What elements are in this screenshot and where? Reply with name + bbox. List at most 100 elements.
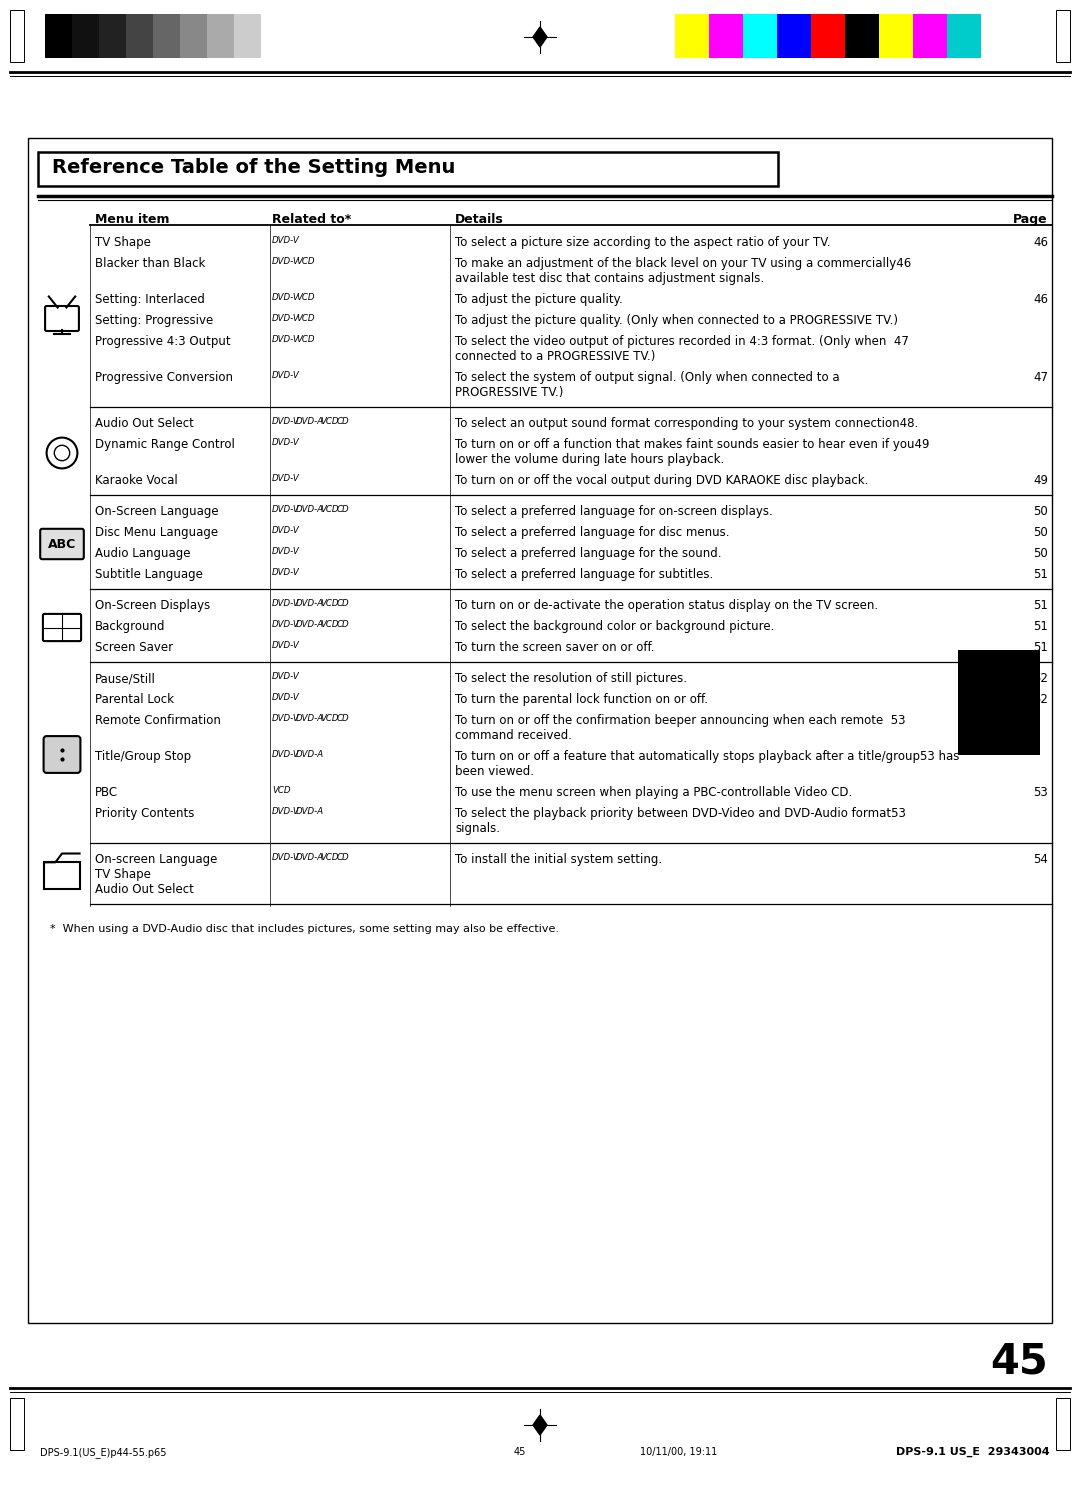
Text: To select a preferred language for disc menus.: To select a preferred language for disc … xyxy=(455,526,729,539)
Text: 10/11/00, 19:11: 10/11/00, 19:11 xyxy=(640,1446,717,1457)
Text: Audio Language: Audio Language xyxy=(95,546,190,560)
Text: Audio Out Select: Audio Out Select xyxy=(95,417,194,431)
Text: DVD-A: DVD-A xyxy=(296,806,324,815)
Text: 49: 49 xyxy=(1032,474,1048,487)
Bar xyxy=(811,13,845,58)
Text: Setting: Interlaced: Setting: Interlaced xyxy=(95,293,205,306)
Bar xyxy=(675,13,708,58)
Text: Progressive Conversion: Progressive Conversion xyxy=(95,371,233,385)
Text: 52: 52 xyxy=(1034,673,1048,685)
Text: 51: 51 xyxy=(1034,567,1048,581)
Text: Page: Page xyxy=(1013,212,1048,226)
Text: DVD-V: DVD-V xyxy=(272,257,300,266)
Text: Disc Menu Language: Disc Menu Language xyxy=(95,526,218,539)
FancyBboxPatch shape xyxy=(40,529,84,560)
Text: CD: CD xyxy=(336,417,349,426)
Text: Details: Details xyxy=(455,212,503,226)
Text: DVD-V: DVD-V xyxy=(272,526,300,535)
Text: DVD-V: DVD-V xyxy=(272,336,300,345)
Bar xyxy=(44,863,80,888)
Bar xyxy=(777,13,811,58)
Text: *  When using a DVD-Audio disc that includes pictures, some setting may also be : * When using a DVD-Audio disc that inclu… xyxy=(50,924,559,934)
Text: DVD-A: DVD-A xyxy=(296,621,324,630)
Polygon shape xyxy=(534,1415,546,1435)
Text: 47: 47 xyxy=(1032,371,1048,385)
Bar xyxy=(1056,10,1070,62)
Text: To select the background color or background picture.: To select the background color or backgr… xyxy=(455,621,774,633)
Text: To use the menu screen when playing a PBC-controllable Video CD.: To use the menu screen when playing a PB… xyxy=(455,786,852,799)
Text: Background: Background xyxy=(95,621,165,633)
Text: 51: 51 xyxy=(1034,621,1048,633)
Text: 52: 52 xyxy=(1034,693,1048,705)
Text: Pause/Still: Pause/Still xyxy=(95,673,156,685)
Text: To turn the parental lock function on or off.: To turn the parental lock function on or… xyxy=(455,693,708,705)
Text: To turn on or off the confirmation beeper announcing when each remote  53
comman: To turn on or off the confirmation beepe… xyxy=(455,714,905,742)
Text: 46: 46 xyxy=(1032,293,1048,306)
Text: VCD: VCD xyxy=(320,417,338,426)
Text: DVD-A: DVD-A xyxy=(296,750,324,759)
Text: 46: 46 xyxy=(1032,236,1048,249)
Bar xyxy=(10,1397,24,1449)
Text: CD: CD xyxy=(336,852,349,861)
Text: DVD-V: DVD-V xyxy=(272,417,300,426)
Bar xyxy=(1056,1397,1070,1449)
Text: DVD-V: DVD-V xyxy=(272,714,300,723)
Text: DVD-V: DVD-V xyxy=(272,371,300,380)
Bar xyxy=(180,13,207,58)
Text: 51: 51 xyxy=(1034,598,1048,612)
Bar xyxy=(234,13,261,58)
Text: Priority Contents: Priority Contents xyxy=(95,806,194,820)
Bar xyxy=(10,10,24,62)
Text: DVD-V: DVD-V xyxy=(272,852,300,861)
Bar xyxy=(99,13,126,58)
Text: To select the playback priority between DVD-Video and DVD-Audio format53
signals: To select the playback priority between … xyxy=(455,806,906,835)
Text: To adjust the picture quality.: To adjust the picture quality. xyxy=(455,293,623,306)
Text: CD: CD xyxy=(336,714,349,723)
Polygon shape xyxy=(534,27,546,48)
Text: To select an output sound format corresponding to your system connection48.: To select an output sound format corresp… xyxy=(455,417,918,431)
Text: To select a picture size according to the aspect ratio of your TV.: To select a picture size according to th… xyxy=(455,236,831,249)
Text: TV Shape: TV Shape xyxy=(95,236,151,249)
Text: To turn on or off a feature that automatically stops playback after a title/grou: To turn on or off a feature that automat… xyxy=(455,750,959,778)
Bar xyxy=(38,151,778,186)
Text: VCD: VCD xyxy=(320,505,338,514)
Text: Menu item: Menu item xyxy=(95,212,170,226)
Bar xyxy=(207,13,234,58)
Text: To install the initial system setting.: To install the initial system setting. xyxy=(455,852,662,866)
Text: Title/Group Stop: Title/Group Stop xyxy=(95,750,191,763)
Text: On-Screen Displays: On-Screen Displays xyxy=(95,598,211,612)
Bar xyxy=(45,13,72,58)
Bar xyxy=(958,650,1040,754)
Text: To make an adjustment of the black level on your TV using a commercially46
avail: To make an adjustment of the black level… xyxy=(455,257,912,285)
Text: DVD-V: DVD-V xyxy=(272,313,300,324)
Bar xyxy=(947,13,981,58)
Text: VCD: VCD xyxy=(296,293,314,301)
Text: On-screen Language
TV Shape
Audio Out Select: On-screen Language TV Shape Audio Out Se… xyxy=(95,852,217,895)
Text: DPS-9.1 US_E  29343004: DPS-9.1 US_E 29343004 xyxy=(896,1446,1050,1457)
Text: DVD-V: DVD-V xyxy=(272,673,300,682)
Text: Dynamic Range Control: Dynamic Range Control xyxy=(95,438,234,451)
Text: DVD-A: DVD-A xyxy=(296,598,324,607)
Text: VCD: VCD xyxy=(320,598,338,607)
Text: Screen Saver: Screen Saver xyxy=(95,642,173,653)
Text: 51: 51 xyxy=(1034,642,1048,653)
Text: 53: 53 xyxy=(1034,786,1048,799)
Bar xyxy=(708,13,743,58)
Text: On-Screen Language: On-Screen Language xyxy=(95,505,218,518)
Text: 50: 50 xyxy=(1034,546,1048,560)
Text: Parental Lock: Parental Lock xyxy=(95,693,174,705)
Text: DVD-V: DVD-V xyxy=(272,642,300,650)
Text: DVD-V: DVD-V xyxy=(272,621,300,630)
Bar xyxy=(72,13,99,58)
Bar xyxy=(261,13,288,58)
Text: To select the resolution of still pictures.: To select the resolution of still pictur… xyxy=(455,673,687,685)
Text: DVD-A: DVD-A xyxy=(296,714,324,723)
Text: To select a preferred language for subtitles.: To select a preferred language for subti… xyxy=(455,567,713,581)
Text: Related to*: Related to* xyxy=(272,212,351,226)
Bar xyxy=(879,13,913,58)
Text: VCD: VCD xyxy=(296,313,314,324)
Text: DVD-A: DVD-A xyxy=(296,505,324,514)
Text: 45: 45 xyxy=(514,1446,526,1457)
Text: To adjust the picture quality. (Only when connected to a PROGRESSIVE TV.): To adjust the picture quality. (Only whe… xyxy=(455,313,897,327)
Text: Blacker than Black: Blacker than Black xyxy=(95,257,205,270)
